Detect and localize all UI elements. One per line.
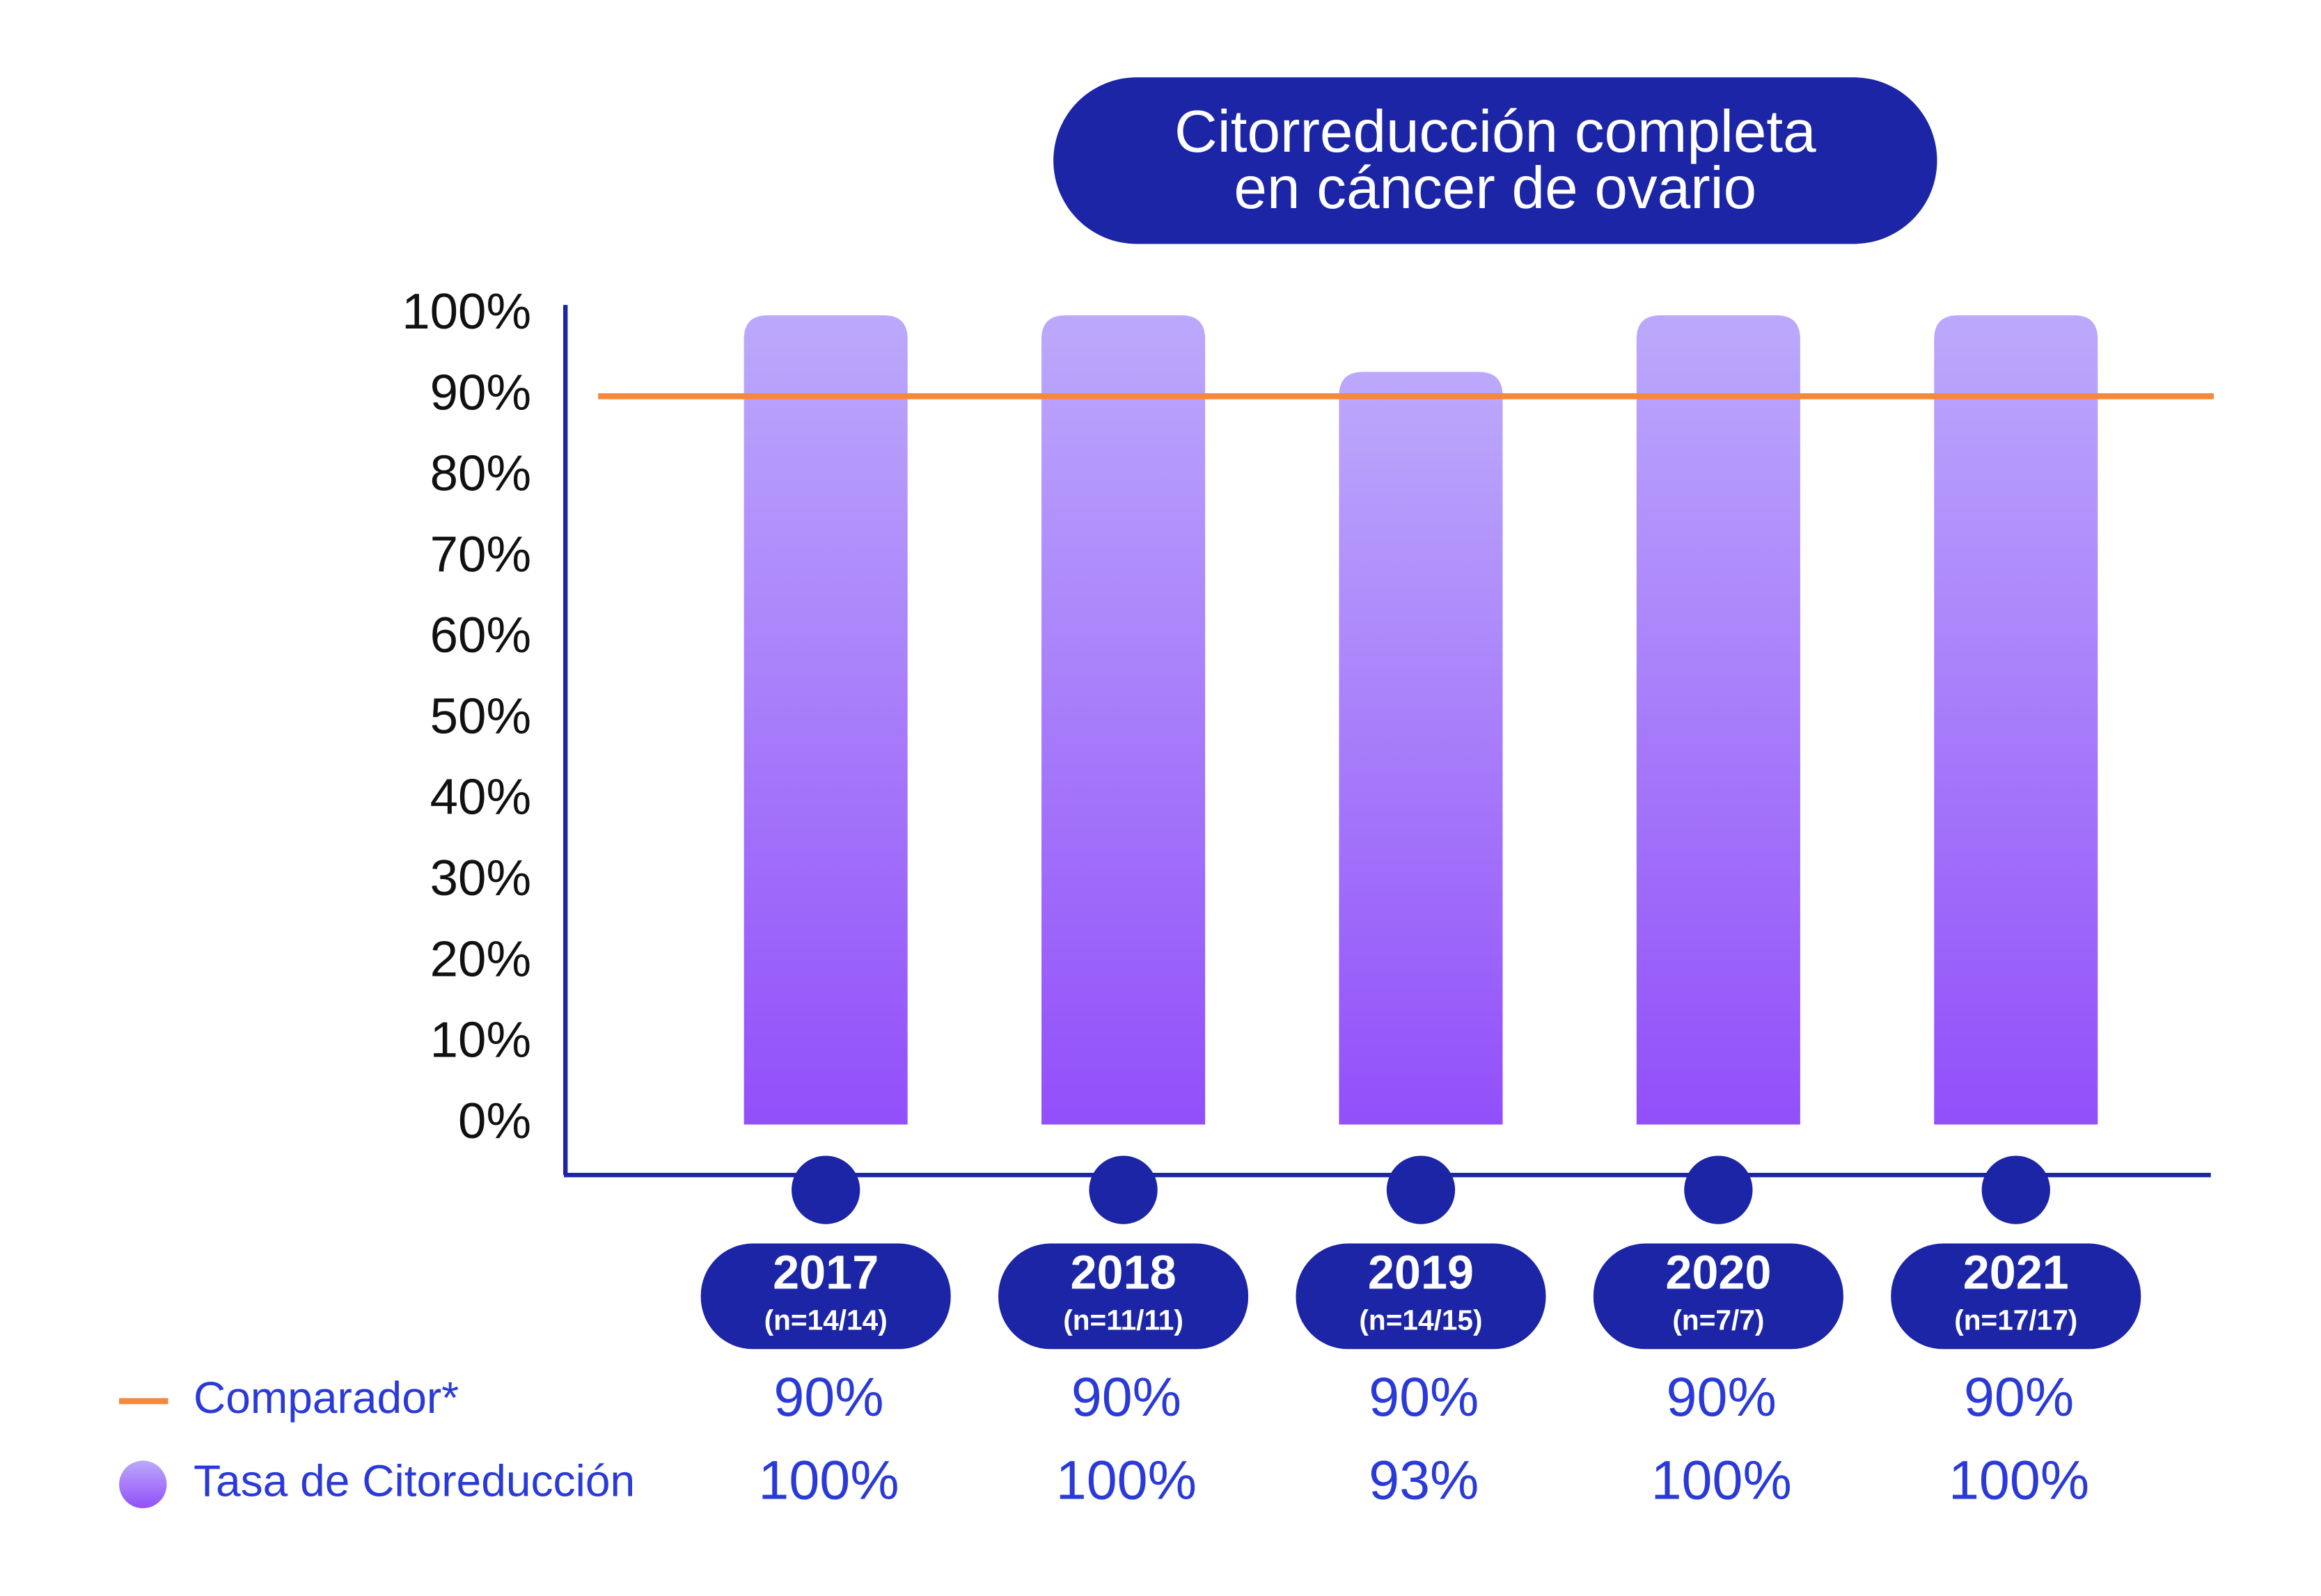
y-tick-label: 0%: [458, 1093, 531, 1149]
value-label: 93%: [1369, 1449, 1479, 1511]
value-label: 100%: [758, 1449, 899, 1511]
legend-label: Tasa de Citoreducción: [194, 1456, 635, 1506]
sample-size: (n=11/11): [1063, 1304, 1183, 1336]
sample-size: (n=17/17): [1954, 1304, 2077, 1336]
y-tick-label: 100%: [402, 283, 531, 340]
value-label: 100%: [1949, 1449, 2089, 1511]
value-label: 90%: [1964, 1366, 2074, 1428]
value-label: 90%: [773, 1366, 883, 1428]
sample-size: (n=14/14): [764, 1304, 888, 1336]
legend-label: Comparador*: [194, 1373, 459, 1423]
bar: [743, 315, 908, 1125]
y-tick-label: 10%: [430, 1012, 531, 1068]
title-box: Citorreducción completa en cáncer de ova…: [1053, 77, 1937, 244]
value-label: 90%: [1667, 1366, 1777, 1428]
y-tick-label: 80%: [430, 445, 531, 502]
value-label: 100%: [1651, 1449, 1792, 1511]
value-label: 90%: [1369, 1366, 1479, 1428]
y-tick-label: 90%: [430, 364, 531, 420]
category-dot: [1089, 1155, 1158, 1224]
category-pill: [1296, 1243, 1546, 1350]
category-pill: [998, 1243, 1249, 1350]
category-dot: [1386, 1155, 1456, 1224]
y-tick-label: 70%: [430, 526, 531, 583]
x-tick-label: 2021: [1963, 1247, 2069, 1299]
sample-size: (n=14/15): [1359, 1304, 1482, 1336]
category-pill: [700, 1243, 951, 1350]
title-container: Citorreducción completa en cáncer de ova…: [1053, 77, 1937, 244]
y-tick-label: 20%: [430, 931, 531, 987]
legend-swatch: [119, 1460, 167, 1508]
y-tick-label: 30%: [430, 850, 531, 906]
category-dot: [1684, 1155, 1753, 1224]
y-tick-label: 60%: [430, 607, 531, 663]
category-dot: [792, 1155, 860, 1224]
category-pill: [1593, 1243, 1843, 1350]
value-label: 90%: [1071, 1366, 1181, 1428]
sample-size: (n=7/7): [1672, 1304, 1764, 1336]
bar: [1041, 315, 1206, 1125]
x-tick-label: 2017: [773, 1247, 879, 1299]
bar: [1934, 315, 2098, 1125]
value-label: 100%: [1056, 1449, 1197, 1511]
category-pill: [1891, 1243, 2141, 1350]
bar: [1636, 315, 1800, 1125]
x-tick-label: 2020: [1665, 1247, 1771, 1299]
y-tick-label: 40%: [430, 769, 531, 825]
title-pill: [1053, 77, 1937, 244]
chart-title: Citorreducción completa en cáncer de ova…: [1174, 100, 1816, 222]
bar: [1339, 372, 1503, 1125]
category-dot: [1981, 1155, 2050, 1224]
x-tick-label: 2018: [1071, 1247, 1177, 1299]
x-tick-label: 2019: [1368, 1247, 1474, 1299]
y-tick-label: 50%: [430, 688, 531, 744]
